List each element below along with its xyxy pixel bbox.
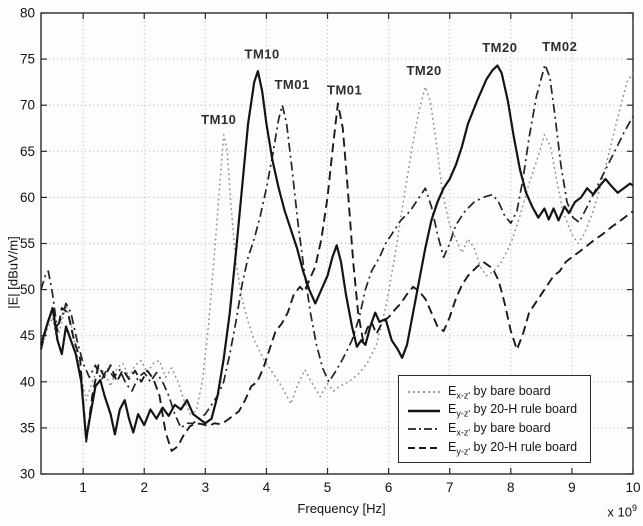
legend-item-bare-board-dotted: Ex-z' by bare board bbox=[407, 383, 582, 401]
legend-item-20h-board-dashed: Ey-z' by 20-H rule board bbox=[407, 439, 582, 457]
series-curve-dashed bbox=[40, 102, 634, 452]
x-axis-multiplier: x 109 bbox=[607, 503, 637, 520]
dotted-line-sample-icon bbox=[408, 391, 440, 393]
mode-annotation: TM20 bbox=[406, 63, 441, 78]
legend-label: Ex-z' by bare board bbox=[448, 383, 551, 401]
y-tick-label: 55 bbox=[20, 236, 35, 251]
y-tick-label: 50 bbox=[20, 282, 35, 297]
legend-box: Ex-z' by bare board Ey-z' by 20-H rule b… bbox=[398, 375, 591, 463]
mode-annotation: TM10 bbox=[201, 112, 236, 127]
legend-label: Ex-z' by bare board bbox=[448, 421, 551, 438]
y-tick-label: 30 bbox=[20, 467, 35, 482]
y-tick-label: 80 bbox=[20, 6, 35, 21]
x-axis-title: Frequency [Hz] bbox=[297, 501, 386, 516]
x-tick-label: 8 bbox=[507, 480, 515, 495]
dashdot-line-sample-icon bbox=[408, 428, 440, 431]
x-tick-label: 1 bbox=[79, 480, 87, 495]
y-tick-label: 35 bbox=[20, 420, 35, 435]
solid-line-sample-icon bbox=[408, 409, 440, 412]
series-curve-dashdot bbox=[40, 63, 634, 429]
mode-annotation: TM01 bbox=[327, 82, 362, 97]
x-tick-label: 2 bbox=[140, 480, 148, 495]
y-tick-label: 70 bbox=[20, 98, 35, 113]
x-tick-label: 10 bbox=[625, 480, 640, 495]
x-tick-label: 7 bbox=[446, 480, 454, 495]
dashed-line-sample-icon bbox=[408, 446, 440, 449]
y-tick-label: 65 bbox=[20, 144, 35, 159]
mode-annotation: TM01 bbox=[274, 77, 309, 92]
x-tick-label: 5 bbox=[324, 480, 332, 495]
y-axis-title: |E| [dBuV/m] bbox=[5, 236, 21, 309]
legend-item-20h-board-solid: Ey-z' by 20-H rule board bbox=[407, 402, 582, 420]
legend-label: Ey-z' by 20-H rule board bbox=[448, 402, 578, 419]
x-tick-label: 4 bbox=[263, 480, 271, 495]
mode-annotation: TM10 bbox=[245, 46, 280, 61]
x-tick-label: 6 bbox=[385, 480, 393, 495]
mode-annotation: TM20 bbox=[482, 40, 517, 55]
mode-annotation: TM02 bbox=[542, 39, 577, 54]
legend-item-bare-board-dashdot: Ex-z' by bare board bbox=[407, 420, 582, 438]
legend-label: Ey-z' by 20-H rule board bbox=[448, 439, 578, 457]
y-tick-label: 75 bbox=[20, 52, 35, 67]
x-tick-label: 9 bbox=[568, 480, 576, 495]
y-tick-label: 40 bbox=[20, 374, 35, 389]
y-tick-label: 60 bbox=[20, 190, 35, 205]
series-curve-solid bbox=[39, 64, 634, 441]
x-tick-label: 3 bbox=[202, 480, 210, 495]
y-tick-label: 45 bbox=[20, 328, 35, 343]
